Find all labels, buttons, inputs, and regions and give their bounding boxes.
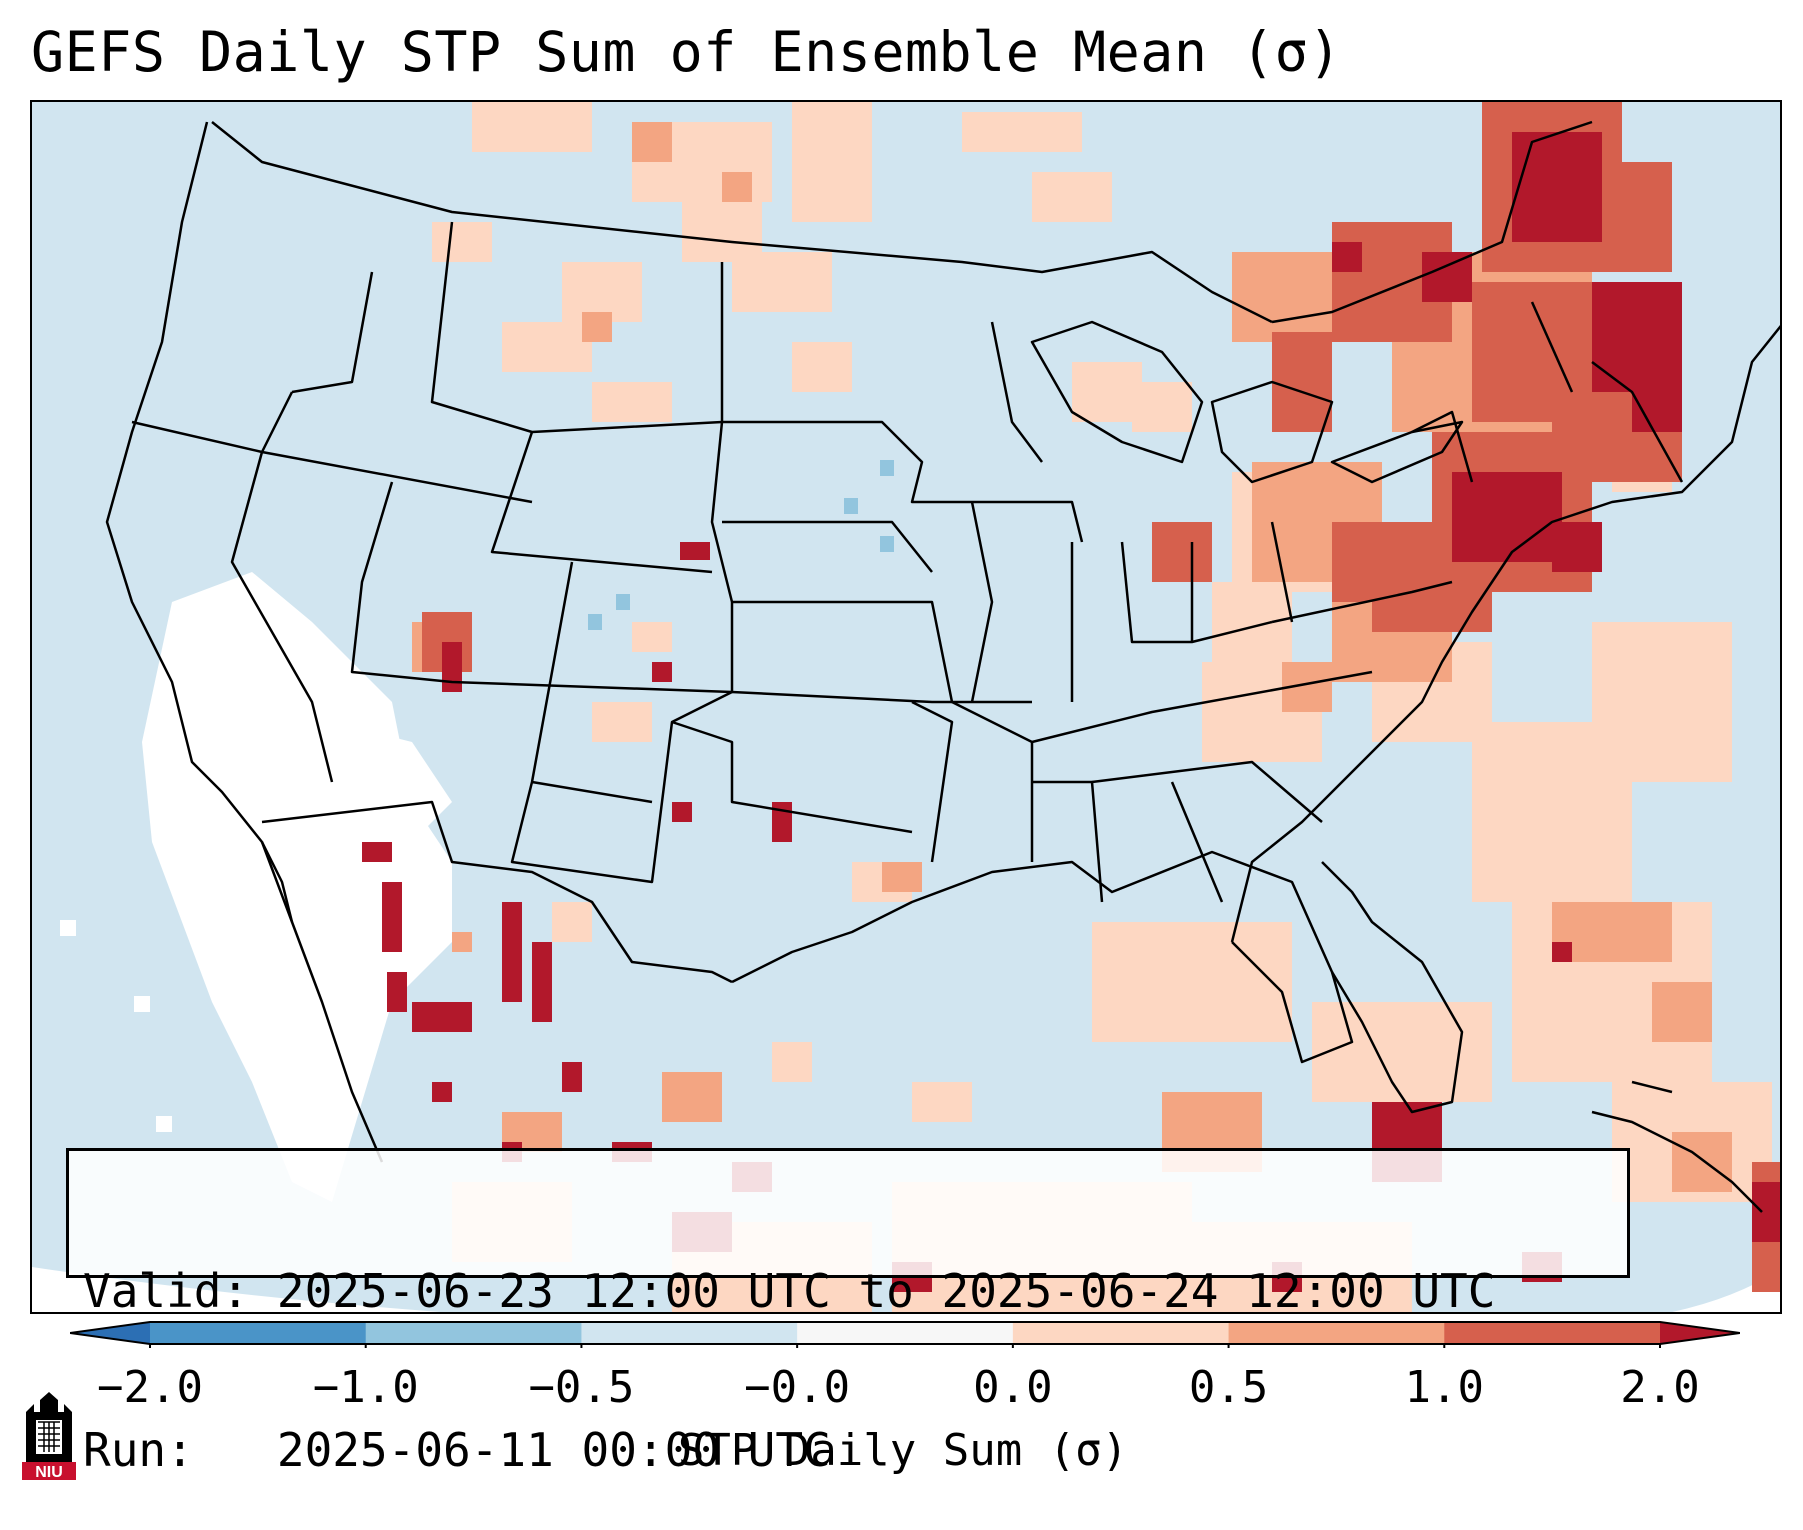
valid-value: 2025-06-23 12:00 UTC to 2025-06-24 12:00… [276, 1264, 1496, 1318]
colorbar-tick-label: −2.0 [97, 1362, 203, 1413]
boundaries [105, 120, 1780, 1213]
outside-domain [32, 1267, 441, 1312]
stp-map [32, 102, 1780, 1312]
neutral-field [60, 572, 452, 1202]
chart-title: GEFS Daily STP Sum of Ensemble Mean (σ) [31, 20, 1342, 84]
colorbar-tick-label: 1.0 [1404, 1362, 1485, 1413]
colorbar-tick-label: 2.0 [1620, 1362, 1700, 1413]
outside-domain-right [1672, 1269, 1780, 1312]
colorbar-extend-high [1660, 1322, 1740, 1344]
run-value: 2025-06-11 00:00 UTC [276, 1423, 831, 1477]
colorbar-extend-low [70, 1322, 150, 1344]
colorbar [70, 1321, 1740, 1348]
colorbar-tick-label: −0.0 [744, 1362, 851, 1413]
run-row: Run: 2025-06-11 00:00 UTC [83, 1424, 1613, 1477]
colorbar-bin [365, 1322, 582, 1344]
colorbar-bin [150, 1322, 367, 1344]
colorbar-bin [797, 1322, 1014, 1344]
map-panel [30, 100, 1782, 1314]
colorbar-bin [581, 1322, 798, 1344]
colorbar-bin [1228, 1322, 1445, 1344]
valid-row: Valid: 2025-06-23 12:00 UTC to 2025-06-2… [83, 1265, 1613, 1318]
valid-label: Valid: [83, 1264, 250, 1318]
colorbar-tick-label: 0.5 [1188, 1362, 1269, 1413]
colorbar-bin [1012, 1322, 1230, 1344]
logo-text: NIU [35, 1464, 63, 1481]
colorbar-bin [1444, 1322, 1661, 1344]
valid-run-info: Valid: 2025-06-23 12:00 UTC to 2025-06-2… [66, 1148, 1630, 1477]
niu-logo: NIU [22, 1392, 76, 1481]
colorbar-tick-label: 0.0 [973, 1362, 1053, 1413]
run-label: Run: [83, 1423, 194, 1477]
cells-negative [588, 460, 894, 630]
colorbar-tick-label: −0.5 [528, 1362, 635, 1413]
colorbar-title: STP Daily Sum (σ) [677, 1425, 1129, 1476]
colorbar-tick-label: −1.0 [312, 1362, 419, 1413]
cells-gt-2 [362, 132, 1780, 1292]
